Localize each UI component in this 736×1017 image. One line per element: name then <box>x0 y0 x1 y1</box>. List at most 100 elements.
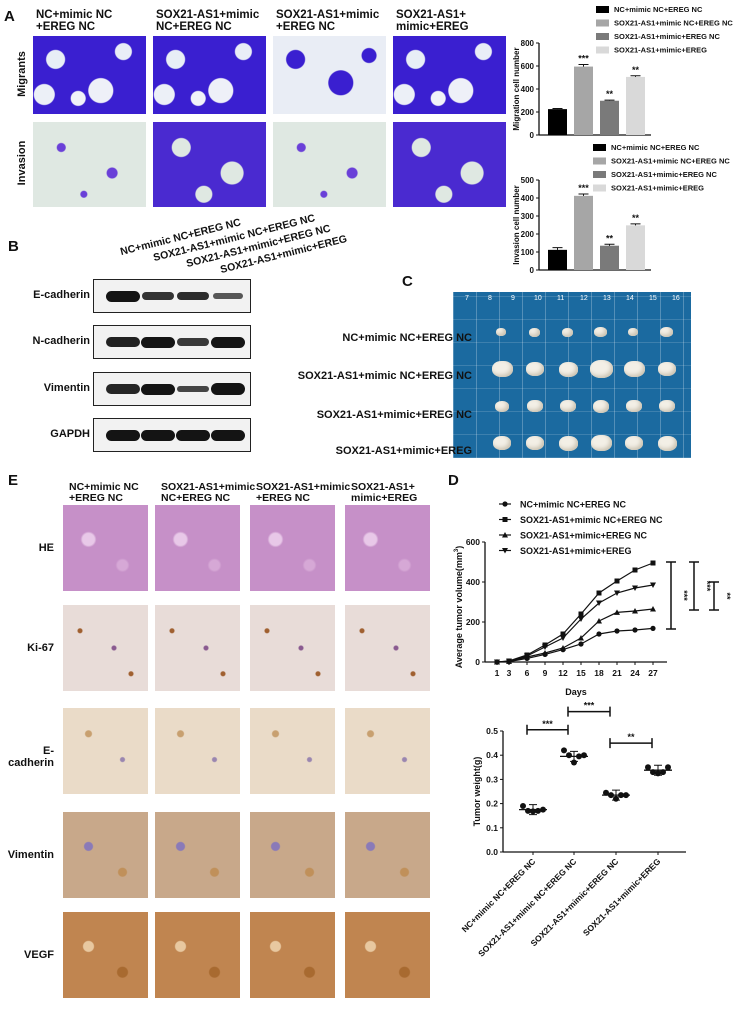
legend-swatch-3 <box>596 33 609 40</box>
series-line-2 <box>496 562 654 663</box>
ruler-number: 8 <box>488 295 492 302</box>
error-bar <box>552 247 563 250</box>
x-tick-label: 18 <box>594 668 604 678</box>
column-header-3: SOX21-AS1+mimic +EREG NC <box>276 9 394 33</box>
panel-label-a: A <box>4 8 15 25</box>
legend-item-3: SOX21-AS1+mimic+EREG NC <box>611 170 717 179</box>
x-tick-label-3: SOX21-AS1+mimic+EREG NC <box>528 856 620 948</box>
ruler-number: 12 <box>580 295 588 302</box>
ihc-image-vim-4 <box>345 812 430 898</box>
micrograph-migration-1 <box>33 36 146 114</box>
data-point-s4 <box>542 644 548 650</box>
y-tick-label: 0.0 <box>486 847 498 857</box>
band <box>176 291 210 301</box>
tumor-row-label-2: SOX21-AS1+mimic NC+EREG NC <box>297 370 472 382</box>
legend-item-4: SOX21-AS1+mimic+EREG <box>520 546 632 556</box>
tumor <box>561 327 574 337</box>
x-tick-label: 21 <box>612 668 622 678</box>
y-tick-label: 0.2 <box>486 799 498 809</box>
ruler-number: 9 <box>511 295 515 302</box>
blot-label-vimentin: Vimentin <box>43 382 90 394</box>
ruler-number: 13 <box>603 295 611 302</box>
bar-2 <box>574 195 593 270</box>
data-point-s4 <box>506 658 512 665</box>
y-tick-label: 0 <box>475 657 480 667</box>
significance-label: *** <box>679 590 689 601</box>
bar-3 <box>600 245 619 270</box>
tumor <box>528 327 541 337</box>
ihc-column-header-2: SOX21-AS1+mimic NC+EREG NC <box>161 481 256 504</box>
y-label-superscript: 3 <box>454 548 460 552</box>
sd-bar <box>570 750 578 762</box>
series-line-4 <box>496 584 654 663</box>
legend-item-2: SOX21-AS1+mimic NC+EREG NC <box>611 157 730 166</box>
micrograph-invasion-3 <box>273 122 386 207</box>
tumor <box>558 361 578 377</box>
data-point-s1 <box>650 625 656 632</box>
ruler-number: 10 <box>534 295 542 302</box>
significance-bracket <box>526 724 569 735</box>
legend-swatch-2 <box>596 19 609 27</box>
legend-item-4: SOX21-AS1+mimic+EREG <box>614 46 707 55</box>
y-tick-label: 0.3 <box>486 774 498 784</box>
error-bar <box>578 64 589 67</box>
header-line: NC+EREG NC <box>161 492 231 504</box>
significance-label: ** <box>722 592 732 600</box>
x-tick-label: 24 <box>630 668 640 678</box>
micrograph-invasion-2 <box>153 122 266 207</box>
blot-label-n-cadherin: N-cadherin <box>32 335 90 347</box>
band <box>106 337 140 347</box>
ihc-image-vegf-1 <box>63 912 148 998</box>
x-tick-label: 9 <box>543 668 548 678</box>
y-axis-label: Invasion cell number <box>512 185 521 265</box>
data-point-s2 <box>650 560 656 566</box>
tumor <box>657 435 677 451</box>
y-axis-label: Migration cell number <box>512 47 521 130</box>
error-bar <box>604 99 615 101</box>
header-line: +EREG NC <box>256 492 310 504</box>
data-point-g1 <box>520 803 526 810</box>
legend-swatch-3 <box>593 171 606 178</box>
ihc-image-ki-1 <box>63 605 148 691</box>
ihc-image-ki-3 <box>250 605 335 691</box>
legend-item-1: NC+mimic NC+EREG NC <box>520 500 627 510</box>
header-line: +EREG NC <box>36 21 96 33</box>
significance-label: ** <box>606 233 614 243</box>
ihc-image-he-1 <box>63 505 148 591</box>
ihc-image-he-2 <box>155 505 240 591</box>
header-line: SOX21-AS1+mimic <box>256 481 351 493</box>
ihc-row-label-ki: Ki-67 <box>27 642 54 654</box>
y-axis-label: Average tumor volume(mm3) <box>454 546 464 669</box>
column-header-2: SOX21-AS1+mimic NC+EREG NC <box>156 9 274 33</box>
ihc-image-ecad-2 <box>155 708 240 794</box>
band <box>141 429 175 441</box>
data-point-s1 <box>596 631 602 637</box>
legend-swatch-4 <box>593 184 606 192</box>
data-point-s2 <box>614 578 620 584</box>
legend-item-3: SOX21-AS1+mimic+EREG NC <box>520 531 648 541</box>
data-point-s4 <box>632 585 638 591</box>
legend-item-2: SOX21-AS1+mimic NC+EREG NC <box>614 19 733 28</box>
significance-label: *** <box>702 581 712 592</box>
header-line: SOX21-AS1+mimic <box>161 481 256 493</box>
panel-label-e: E <box>8 472 19 489</box>
ihc-row-label-vegf: VEGF <box>24 949 54 961</box>
data-point-s3 <box>596 618 602 624</box>
y-label-text: Average tumor volume(mm <box>454 552 464 668</box>
band <box>177 385 209 393</box>
y-tick-label: 300 <box>521 212 535 221</box>
tumor <box>492 361 513 377</box>
legend-swatch-1 <box>593 144 606 151</box>
series-line-1 <box>496 627 654 663</box>
x-tick-label: 3 <box>507 668 512 678</box>
band <box>210 382 246 396</box>
tumor <box>496 328 507 336</box>
tumor <box>558 435 578 451</box>
header-line: mimic+EREG <box>351 492 418 504</box>
legend-item-1: NC+mimic NC+EREG NC <box>611 143 700 152</box>
micrograph-migration-4 <box>393 36 506 114</box>
data-point-s3 <box>614 609 620 615</box>
tumor <box>592 399 610 413</box>
column-header-1: NC+mimic NC +EREG NC <box>36 9 154 33</box>
